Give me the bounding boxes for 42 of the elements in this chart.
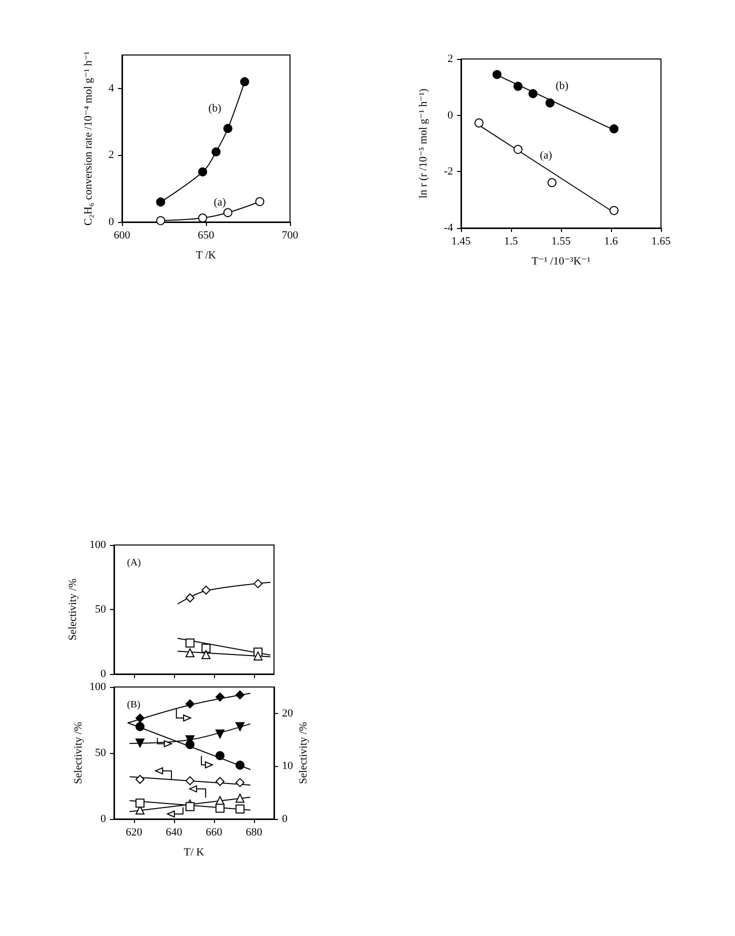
x-tick-label: 1.65 <box>651 236 672 248</box>
x-tick-label: 1.45 <box>451 236 472 248</box>
y-tick-label: 50 <box>95 604 106 616</box>
text: (B) <box>127 700 140 710</box>
x-tick-label: 660 <box>206 826 223 838</box>
y2-tick-label: 20 <box>282 707 294 720</box>
series-label: (b) <box>556 80 569 92</box>
series-label: (b) <box>208 102 222 114</box>
x-tick-label: 640 <box>166 826 183 838</box>
y-tick-label: 100 <box>90 681 106 693</box>
y2-axis-title: Selectivity /% <box>298 722 310 784</box>
y-tick-label: -4 <box>444 222 454 234</box>
text: (A) <box>127 558 141 568</box>
y-tick-label: 0 <box>100 668 106 680</box>
x-axis-title: T /K <box>196 250 216 262</box>
y2-tick-label: 10 <box>282 760 294 772</box>
y-axis-title: Selectivity /% <box>67 578 80 641</box>
y-tick-label: 50 <box>95 747 106 759</box>
x-tick-label: 650 <box>198 230 215 242</box>
x-tick-label: 680 <box>246 826 263 838</box>
x-tick-label: 620 <box>126 826 143 838</box>
x-tick-label: 700 <box>282 230 299 242</box>
x-tick-label: 1.55 <box>551 236 572 248</box>
x-tick-label: 600 <box>114 230 131 242</box>
y-tick-label: 0 <box>100 813 106 825</box>
y-tick-label: 100 <box>90 539 106 551</box>
y-tick-label: 0 <box>108 216 114 228</box>
y-axis-title: C₂H₆ conversion rate /10⁻⁴ mol g⁻¹ h⁻¹ <box>82 51 94 226</box>
y-tick-label: -2 <box>444 166 453 178</box>
x-axis-title: T⁻¹ /10⁻³K⁻¹ <box>532 256 590 268</box>
y2-tick-label: 0 <box>282 813 288 825</box>
x-tick-label: 1.5 <box>504 236 518 248</box>
series-label: (a) <box>540 150 552 162</box>
y-tick-label: 2 <box>108 149 114 162</box>
y-axis-title: ln r (r /10⁻⁵ mol g⁻¹ h⁻¹) <box>418 88 430 198</box>
y-axis-title: Selectivity /% <box>72 722 84 784</box>
x-axis-title: T/ K <box>184 846 204 858</box>
y-tick-label: 4 <box>108 82 114 94</box>
y-tick-label: 2 <box>448 53 453 65</box>
y-tick-label: 0 <box>448 109 454 122</box>
series-label: (a) <box>214 196 226 209</box>
x-tick-label: 1.6 <box>604 236 618 248</box>
